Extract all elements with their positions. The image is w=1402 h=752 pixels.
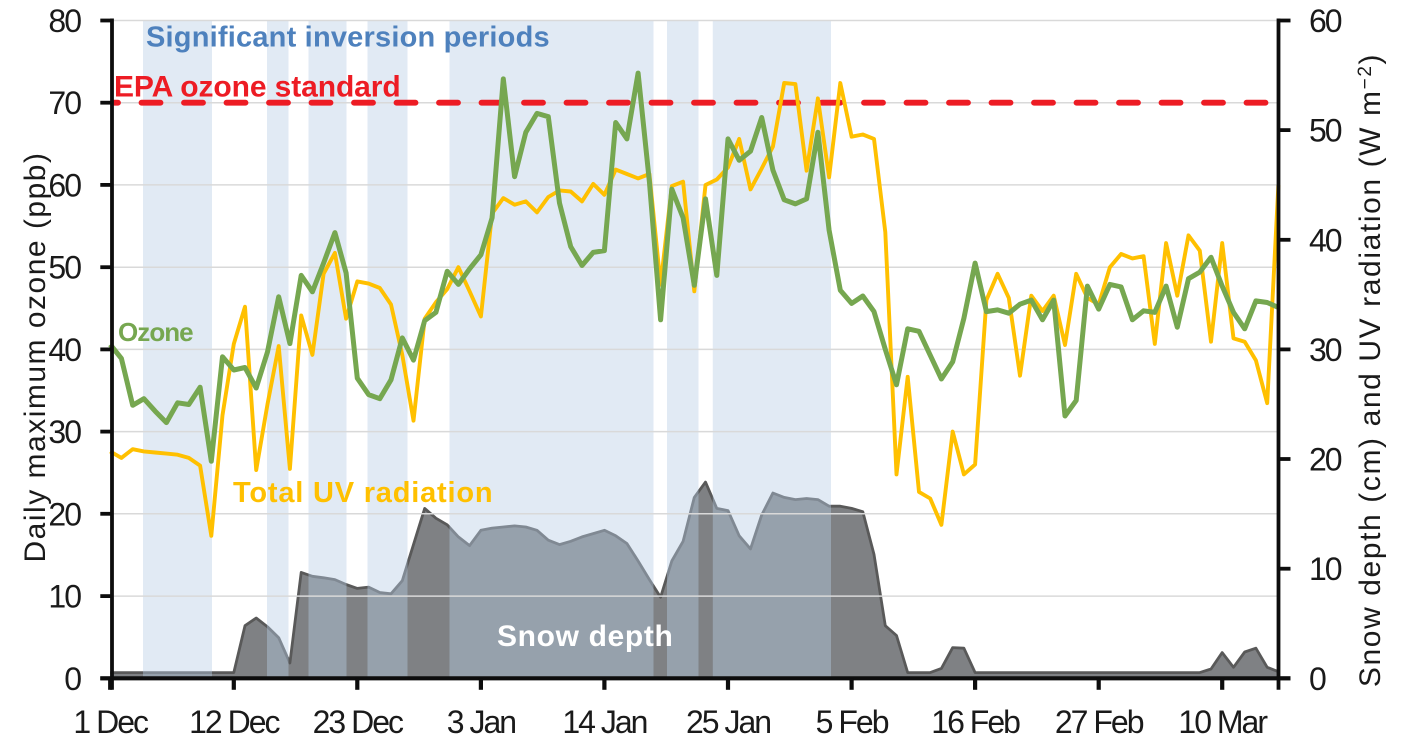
svg-text:23 Dec: 23 Dec	[313, 704, 404, 740]
svg-text:14 Jan: 14 Jan	[562, 704, 646, 740]
svg-text:12 Dec: 12 Dec	[189, 704, 280, 740]
svg-text:40: 40	[48, 332, 81, 368]
svg-text:20: 20	[48, 496, 81, 532]
svg-text:1 Dec: 1 Dec	[73, 704, 149, 740]
svg-text:50: 50	[48, 250, 81, 286]
svg-text:20: 20	[1309, 442, 1342, 478]
svg-text:30: 30	[1309, 332, 1342, 368]
svg-text:Significant inversion periods: Significant inversion periods	[146, 22, 550, 54]
svg-text:Snow depth: Snow depth	[497, 620, 673, 653]
svg-text:60: 60	[1309, 3, 1342, 39]
svg-text:10: 10	[48, 579, 81, 615]
svg-text:30: 30	[48, 414, 81, 450]
svg-text:5 Feb: 5 Feb	[816, 704, 889, 740]
svg-text:0: 0	[1309, 661, 1326, 697]
svg-text:Ozone: Ozone	[118, 317, 193, 347]
svg-text:Snow depth (cm) and UV radiati: Snow depth (cm) and UV radiation (W m−2)	[1354, 53, 1387, 687]
svg-text:Daily maximum ozone (ppb): Daily maximum ozone (ppb)	[19, 152, 52, 563]
svg-text:0: 0	[64, 661, 81, 697]
svg-text:3 Jan: 3 Jan	[447, 704, 515, 740]
svg-text:60: 60	[48, 167, 81, 203]
svg-text:10 Mar: 10 Mar	[1178, 704, 1268, 740]
svg-text:50: 50	[1309, 113, 1342, 149]
svg-text:EPA ozone standard: EPA ozone standard	[114, 71, 401, 104]
svg-text:10: 10	[1309, 551, 1342, 587]
svg-text:25 Jan: 25 Jan	[686, 704, 770, 740]
svg-text:70: 70	[48, 85, 81, 121]
svg-text:Total UV radiation: Total UV radiation	[233, 477, 493, 509]
svg-text:27 Feb: 27 Feb	[1055, 704, 1144, 740]
svg-text:16 Feb: 16 Feb	[931, 704, 1020, 740]
svg-text:80: 80	[48, 3, 81, 39]
svg-text:40: 40	[1309, 222, 1342, 258]
